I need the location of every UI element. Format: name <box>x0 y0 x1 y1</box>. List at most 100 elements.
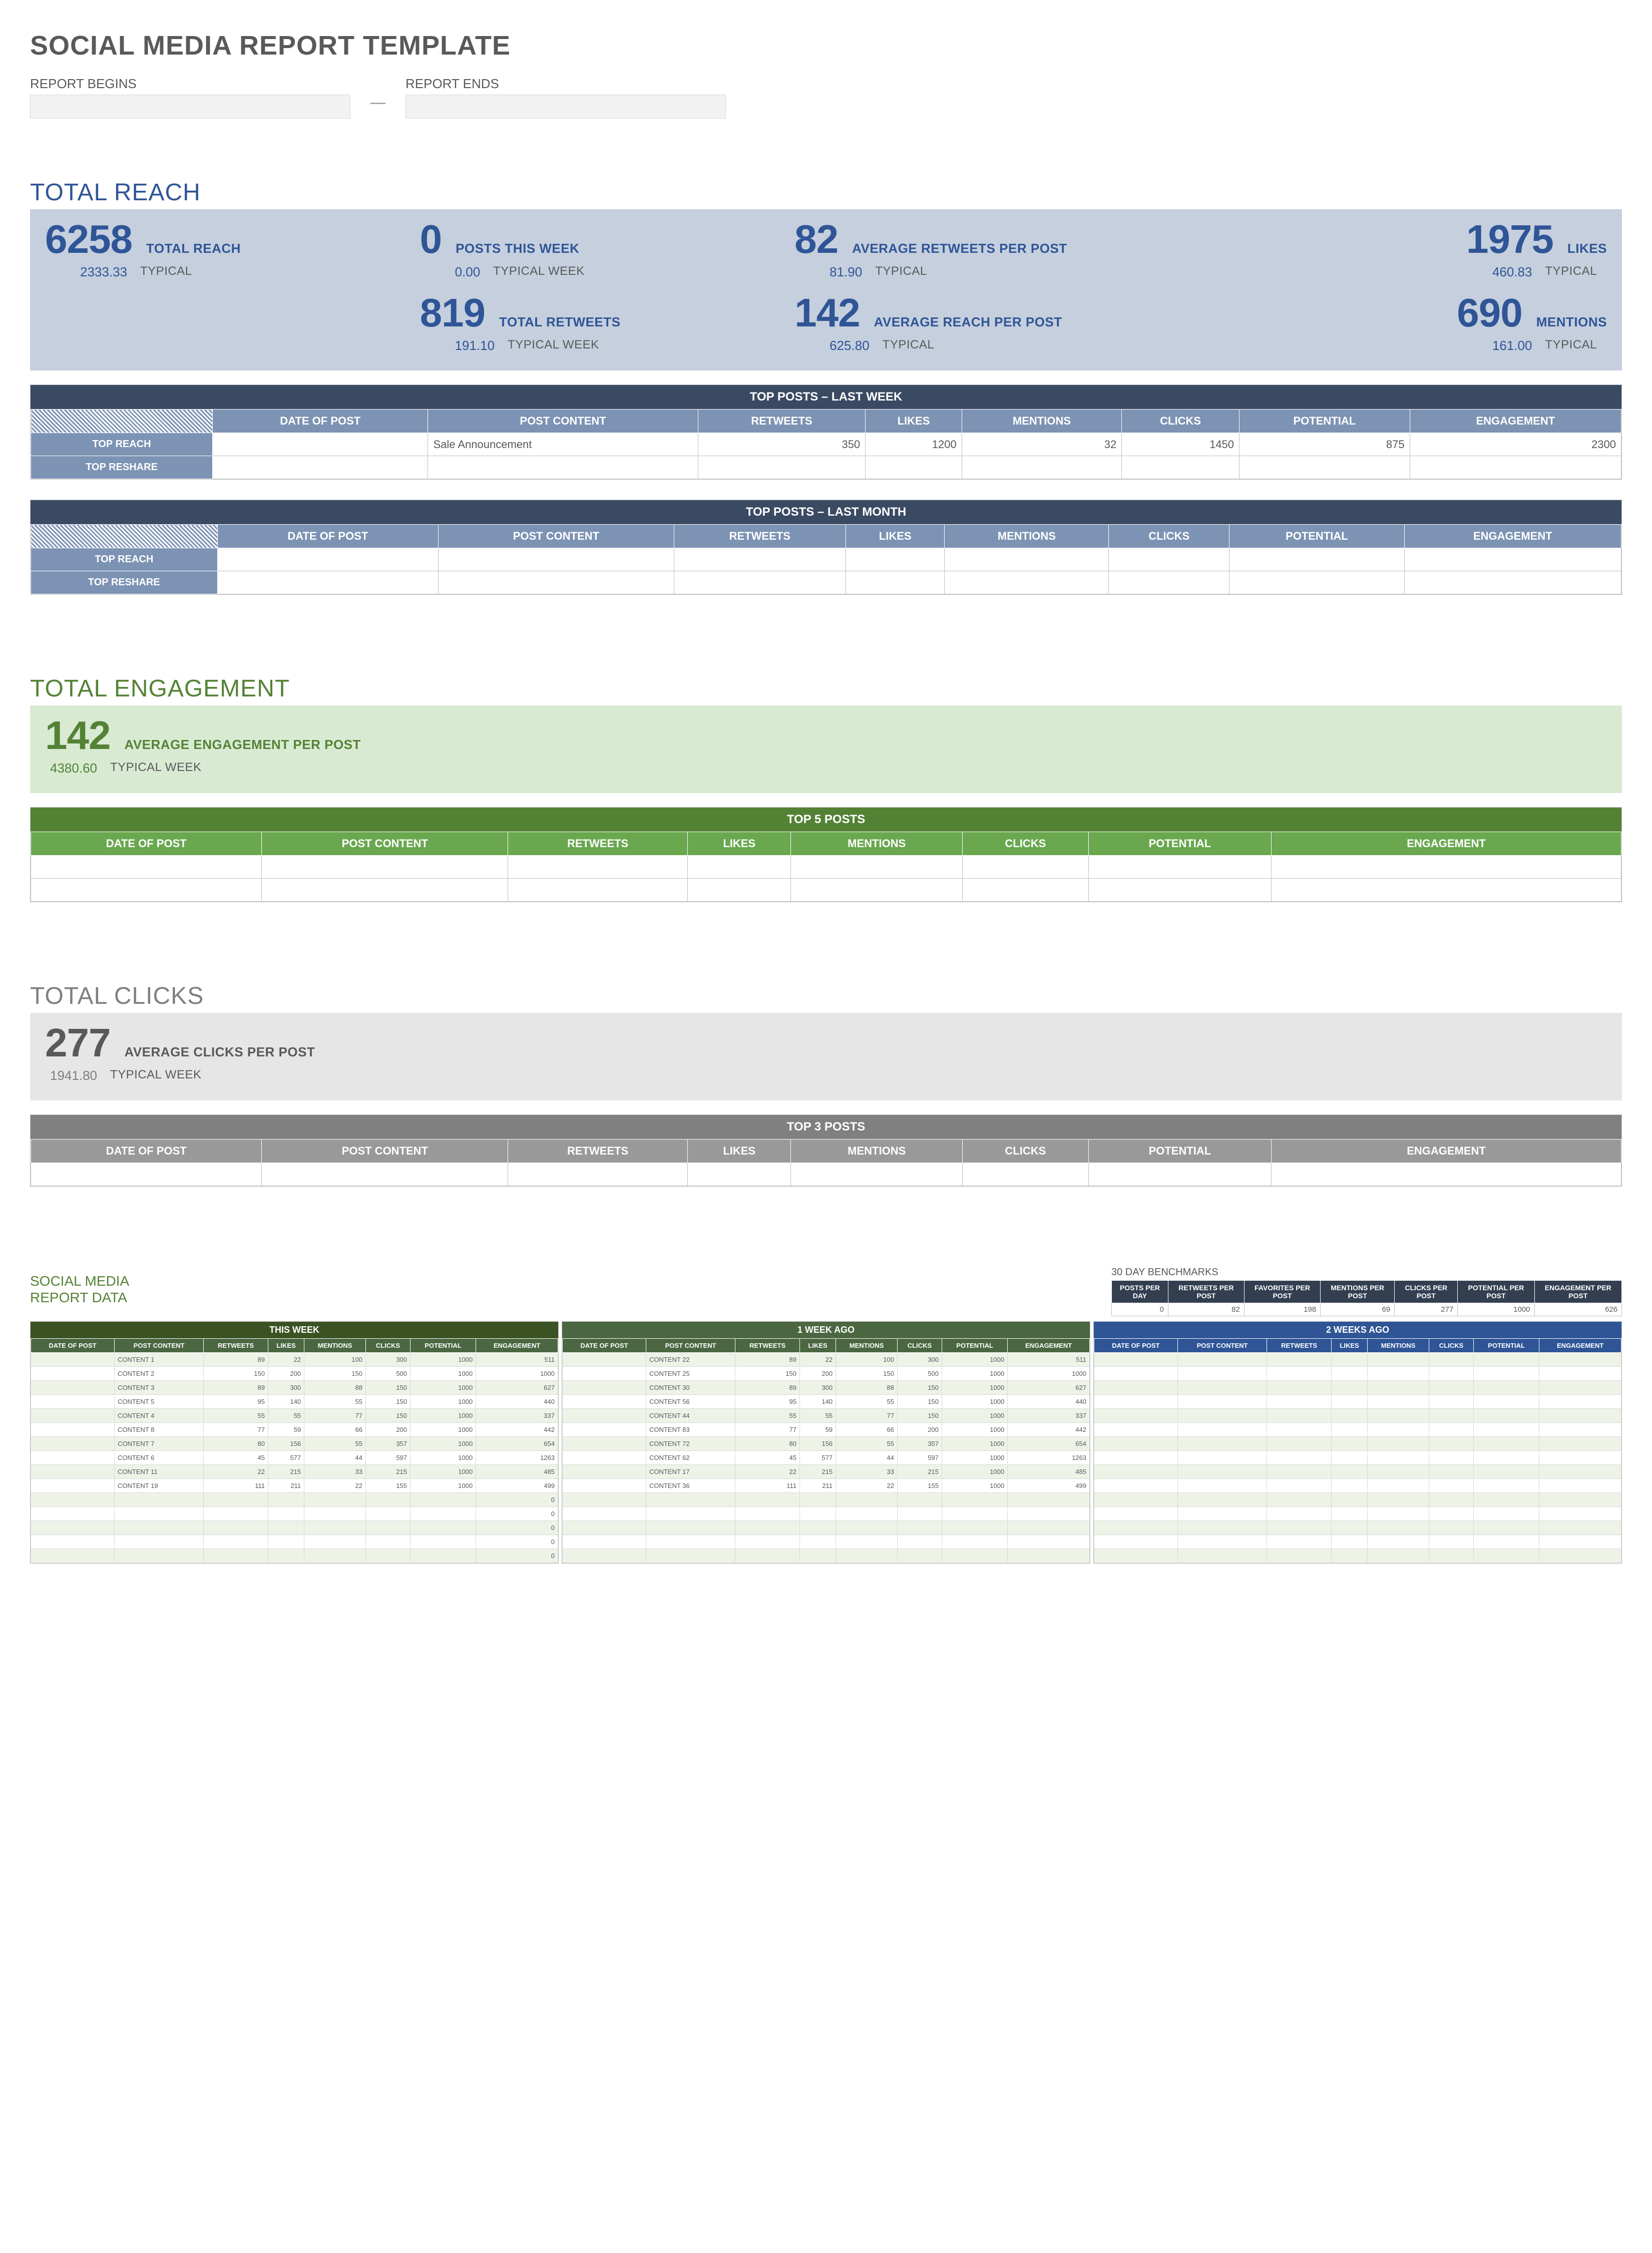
mini-cell[interactable] <box>1094 1507 1178 1521</box>
mini-cell[interactable] <box>1474 1395 1539 1409</box>
table-cell[interactable] <box>1088 856 1271 879</box>
table-cell[interactable] <box>791 856 963 879</box>
mini-cell[interactable] <box>1539 1437 1621 1451</box>
table-cell[interactable] <box>688 879 791 902</box>
mini-cell[interactable]: 140 <box>799 1395 836 1409</box>
mini-cell[interactable]: 150 <box>897 1409 942 1423</box>
mini-cell[interactable] <box>1267 1479 1332 1493</box>
mini-cell[interactable] <box>365 1535 410 1549</box>
mini-cell[interactable] <box>1331 1507 1367 1521</box>
mini-cell[interactable] <box>1474 1353 1539 1367</box>
table-cell[interactable] <box>508 879 688 902</box>
mini-cell[interactable] <box>942 1549 1008 1563</box>
mini-cell[interactable] <box>1331 1409 1367 1423</box>
mini-cell[interactable] <box>304 1521 366 1535</box>
mini-cell[interactable]: 1000 <box>410 1353 476 1367</box>
mini-cell[interactable]: 55 <box>304 1395 366 1409</box>
mini-cell[interactable]: 55 <box>204 1409 268 1423</box>
table-cell[interactable]: Sale Announcement <box>428 433 698 456</box>
mini-cell[interactable] <box>114 1535 203 1549</box>
mini-cell[interactable]: 150 <box>365 1395 410 1409</box>
mini-cell[interactable]: 215 <box>799 1465 836 1479</box>
mini-cell[interactable] <box>1539 1423 1621 1437</box>
mini-cell[interactable] <box>897 1493 942 1507</box>
mini-cell[interactable]: 627 <box>1008 1381 1090 1395</box>
mini-cell[interactable]: 511 <box>1008 1353 1090 1367</box>
table-cell[interactable] <box>1088 1163 1271 1186</box>
mini-cell[interactable]: 89 <box>204 1353 268 1367</box>
mini-cell[interactable]: 55 <box>799 1409 836 1423</box>
mini-cell[interactable] <box>1094 1353 1178 1367</box>
mini-cell[interactable] <box>1094 1535 1178 1549</box>
mini-cell[interactable] <box>799 1507 836 1521</box>
mini-cell[interactable]: 22 <box>836 1479 898 1493</box>
mini-cell[interactable] <box>31 1353 115 1367</box>
mini-cell[interactable] <box>268 1535 304 1549</box>
mini-cell[interactable]: 654 <box>476 1437 558 1451</box>
mini-cell[interactable]: CONTENT 8 <box>114 1423 203 1437</box>
mini-cell[interactable]: 55 <box>735 1409 800 1423</box>
mini-cell[interactable]: 45 <box>735 1451 800 1465</box>
mini-cell[interactable] <box>1177 1423 1267 1437</box>
mini-cell[interactable] <box>1094 1367 1178 1381</box>
mini-cell[interactable] <box>204 1507 268 1521</box>
mini-cell[interactable] <box>1474 1451 1539 1465</box>
mini-cell[interactable] <box>1331 1367 1367 1381</box>
mini-cell[interactable] <box>1429 1395 1473 1409</box>
table-cell[interactable] <box>846 548 945 571</box>
mini-cell[interactable] <box>1267 1549 1332 1563</box>
report-ends-input[interactable] <box>405 95 726 119</box>
mini-cell[interactable]: 485 <box>476 1465 558 1479</box>
mini-cell[interactable]: 499 <box>1008 1479 1090 1493</box>
mini-cell[interactable] <box>1177 1395 1267 1409</box>
mini-cell[interactable] <box>1368 1535 1429 1549</box>
mini-cell[interactable]: 337 <box>1008 1409 1090 1423</box>
mini-cell[interactable] <box>1177 1521 1267 1535</box>
mini-cell[interactable] <box>1429 1451 1473 1465</box>
mini-cell[interactable] <box>268 1521 304 1535</box>
mini-cell[interactable] <box>31 1395 115 1409</box>
table-cell[interactable]: 1200 <box>866 433 962 456</box>
mini-cell[interactable] <box>31 1437 115 1451</box>
mini-cell[interactable]: CONTENT 44 <box>646 1409 735 1423</box>
mini-cell[interactable] <box>646 1521 735 1535</box>
mini-cell[interactable] <box>304 1549 366 1563</box>
mini-cell[interactable]: 95 <box>735 1395 800 1409</box>
mini-cell[interactable]: 1000 <box>410 1367 476 1381</box>
mini-cell[interactable]: 1000 <box>942 1367 1008 1381</box>
mini-cell[interactable] <box>31 1423 115 1437</box>
mini-cell[interactable] <box>114 1507 203 1521</box>
mini-cell[interactable] <box>31 1367 115 1381</box>
mini-cell[interactable] <box>31 1493 115 1507</box>
mini-cell[interactable]: 0 <box>476 1507 558 1521</box>
mini-cell[interactable] <box>1474 1535 1539 1549</box>
mini-cell[interactable] <box>1474 1381 1539 1395</box>
mini-cell[interactable]: 577 <box>799 1451 836 1465</box>
mini-cell[interactable]: 1263 <box>476 1451 558 1465</box>
mini-cell[interactable] <box>1331 1493 1367 1507</box>
mini-cell[interactable] <box>1008 1493 1090 1507</box>
mini-cell[interactable] <box>563 1479 646 1493</box>
mini-cell[interactable]: CONTENT 2 <box>114 1367 203 1381</box>
mini-cell[interactable]: 577 <box>268 1451 304 1465</box>
mini-cell[interactable]: 156 <box>799 1437 836 1451</box>
mini-cell[interactable] <box>563 1521 646 1535</box>
mini-cell[interactable]: 300 <box>365 1353 410 1367</box>
mini-cell[interactable]: 215 <box>897 1465 942 1479</box>
mini-cell[interactable]: 654 <box>1008 1437 1090 1451</box>
mini-cell[interactable] <box>1429 1353 1473 1367</box>
mini-cell[interactable] <box>1474 1409 1539 1423</box>
mini-cell[interactable] <box>1177 1535 1267 1549</box>
mini-cell[interactable] <box>563 1451 646 1465</box>
mini-cell[interactable] <box>1429 1535 1473 1549</box>
mini-cell[interactable] <box>563 1395 646 1409</box>
mini-cell[interactable] <box>1429 1465 1473 1479</box>
mini-cell[interactable]: 0 <box>476 1521 558 1535</box>
mini-cell[interactable]: 95 <box>204 1395 268 1409</box>
mini-cell[interactable]: CONTENT 1 <box>114 1353 203 1367</box>
mini-cell[interactable] <box>563 1549 646 1563</box>
mini-cell[interactable] <box>1177 1451 1267 1465</box>
mini-cell[interactable] <box>114 1493 203 1507</box>
mini-cell[interactable] <box>1474 1437 1539 1451</box>
mini-cell[interactable]: 1000 <box>410 1479 476 1493</box>
